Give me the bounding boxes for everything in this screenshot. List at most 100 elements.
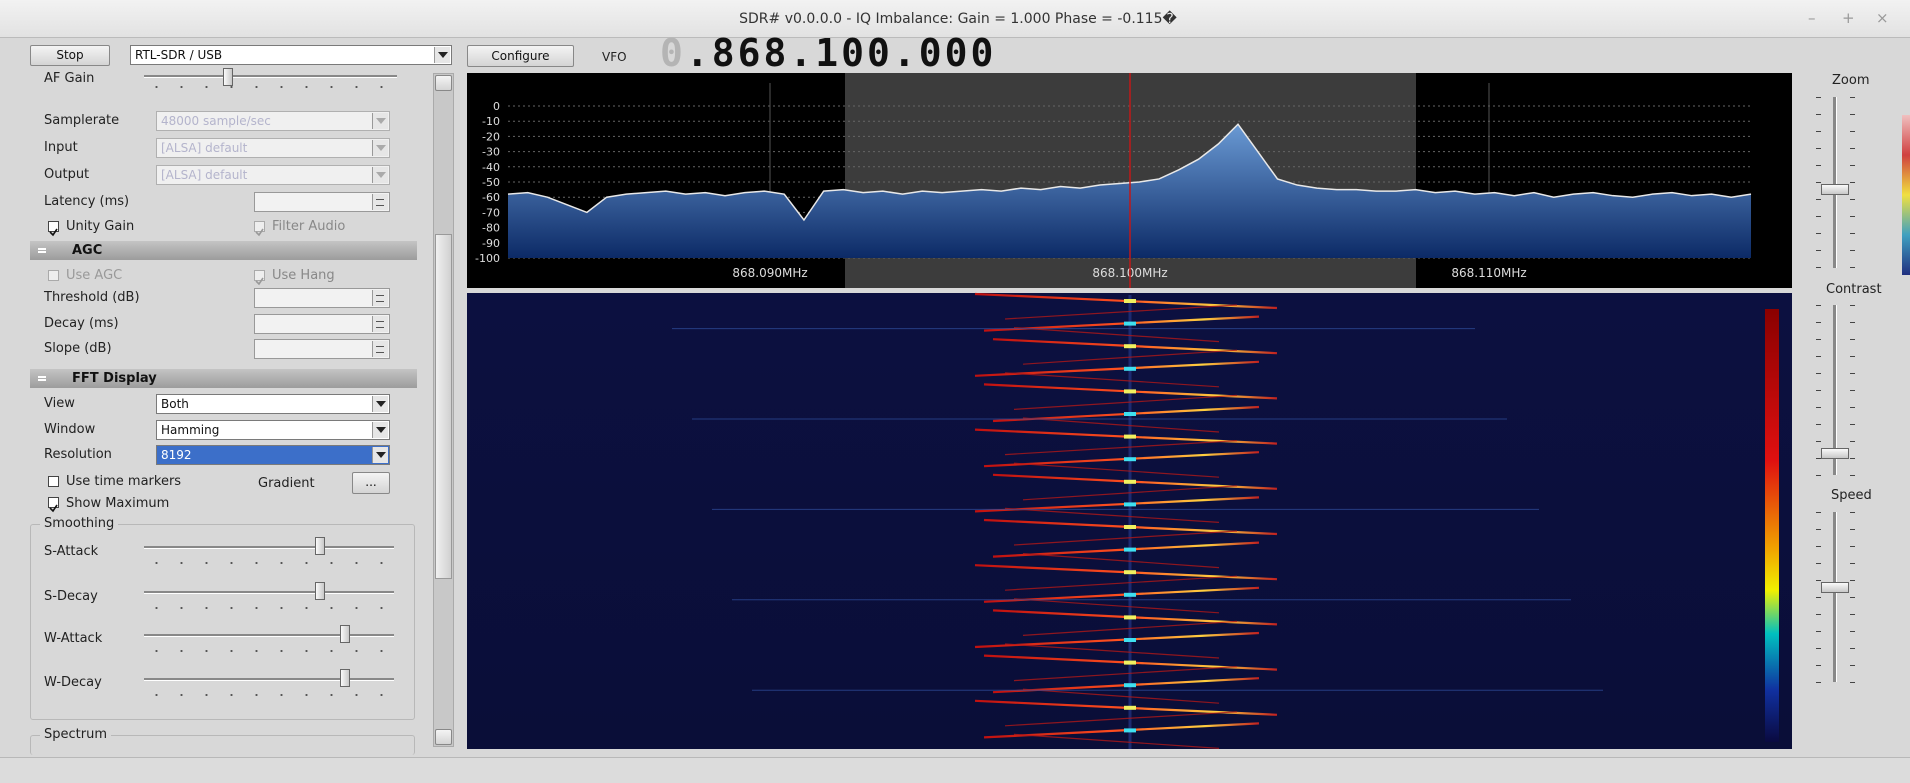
carrier-blip (1124, 344, 1136, 349)
track-tick (1850, 665, 1855, 666)
output-combo[interactable]: [ALSA] default (156, 165, 390, 185)
input-combo[interactable]: [ALSA] default (156, 138, 390, 158)
track-tick (1850, 131, 1855, 132)
slider-ticks (144, 607, 394, 609)
waterfall-signal (1013, 666, 1238, 682)
vertical-track[interactable] (1833, 305, 1837, 475)
stop-button[interactable]: Stop (30, 45, 110, 66)
af-gain-thumb[interactable] (223, 68, 233, 86)
threshold-label: Threshold (dB) (44, 290, 140, 305)
y-tick-label: -60 (482, 191, 500, 204)
track-tick (1850, 148, 1855, 149)
scroll-thumb[interactable] (435, 234, 452, 579)
waterfall-signal (1004, 440, 1238, 456)
track-tick (1816, 648, 1821, 649)
track-tick (1816, 216, 1821, 217)
check-mark (255, 277, 264, 286)
close-button[interactable]: × (1876, 9, 1889, 27)
samplerate-value: 48000 sample/sec (161, 114, 271, 128)
view-combo[interactable]: Both (156, 394, 390, 414)
resolution-label: Resolution (44, 447, 112, 462)
track-tick (1850, 648, 1855, 649)
track-tick (1816, 182, 1821, 183)
y-tick-label: -30 (482, 146, 500, 159)
filter-audio-label: Filter Audio (272, 219, 346, 234)
s-attack-label: S-Attack (44, 544, 99, 559)
scroll-down[interactable] (435, 729, 452, 745)
input-label: Input (44, 140, 78, 155)
scrollbar[interactable] (433, 73, 454, 747)
vertical-thumb[interactable] (1821, 184, 1849, 195)
carrier-blip (1124, 705, 1136, 710)
spectrum-group-label: Spectrum (40, 727, 111, 743)
slider-ticks (144, 86, 397, 88)
spectrum-waterfall[interactable]: 0 -10 -20 -30 -40 -50 -60 -70 -80 -90 -100 868.090M… (467, 73, 1792, 749)
window-combo[interactable]: Hamming (156, 420, 390, 440)
frequency-display[interactable]: 0.868.100.000 (660, 34, 996, 72)
s-decay-thumb[interactable] (315, 582, 325, 600)
threshold-spin[interactable] (254, 288, 390, 308)
output-label: Output (44, 167, 90, 182)
use-agc-label: Use AGC (66, 268, 123, 283)
track-tick (1816, 512, 1821, 513)
s-decay-track[interactable] (144, 591, 394, 594)
s-decay-label: S-Decay (44, 589, 98, 604)
fft-header[interactable]: FFT Display (30, 369, 417, 388)
latency-spin[interactable] (254, 192, 390, 212)
track-tick (1850, 373, 1855, 374)
check-mark (49, 504, 58, 513)
minimize-button[interactable]: – (1808, 9, 1816, 27)
carrier-blip (1124, 592, 1136, 597)
track-tick (1850, 424, 1855, 425)
carrier-blip (1124, 615, 1136, 620)
spin-arrows (372, 194, 388, 210)
time-markers-checkbox[interactable] (48, 476, 59, 487)
track-tick (1816, 665, 1821, 666)
carrier-blip (1124, 660, 1136, 665)
gradient-button[interactable]: ... (352, 472, 390, 494)
track-tick (1816, 305, 1821, 306)
vfo-label: VFO (602, 50, 627, 64)
window-title: SDR# v0.0.0.0 - IQ Imbalance: Gain = 1.0… (739, 11, 1177, 27)
s-attack-track[interactable] (144, 546, 394, 549)
show-maximum-checkbox[interactable] (48, 497, 59, 513)
view-label: View (44, 396, 75, 411)
slope-label: Slope (dB) (44, 341, 112, 356)
y-tick-label: -100 (475, 252, 500, 265)
configure-button[interactable]: Configure (467, 45, 574, 67)
decay-spin[interactable] (254, 314, 390, 334)
track-tick (1850, 580, 1855, 581)
agc-header[interactable]: AGC (30, 241, 417, 260)
w-attack-thumb[interactable] (340, 625, 350, 643)
maximize-button[interactable]: + (1842, 9, 1855, 27)
scroll-up[interactable] (435, 75, 452, 91)
track-tick (1850, 182, 1855, 183)
waterfall-signal (1022, 485, 1238, 501)
w-decay-thumb[interactable] (340, 669, 350, 687)
s-attack-thumb[interactable] (315, 537, 325, 555)
track-tick (1850, 407, 1855, 408)
vertical-track[interactable] (1833, 97, 1837, 268)
filter-audio-checkbox[interactable] (254, 221, 265, 237)
track-tick (1850, 305, 1855, 306)
use-hang-checkbox[interactable] (254, 270, 265, 286)
y-tick-label: -10 (482, 115, 500, 128)
samplerate-combo[interactable]: 48000 sample/sec (156, 111, 390, 131)
use-agc-checkbox[interactable] (48, 270, 59, 281)
show-maximum-label: Show Maximum (66, 496, 170, 511)
track-tick (1850, 250, 1855, 251)
w-decay-track[interactable] (144, 678, 394, 681)
vertical-thumb[interactable] (1821, 448, 1849, 459)
vertical-track[interactable] (1833, 512, 1837, 682)
vertical-thumb[interactable] (1821, 582, 1849, 593)
unity-gain-checkbox[interactable] (48, 221, 59, 237)
device-combo[interactable]: RTL-SDR / USB (130, 45, 452, 65)
check-mark (255, 228, 264, 237)
carrier-blip (1124, 525, 1136, 529)
use-hang-label: Use Hang (272, 268, 335, 283)
w-attack-track[interactable] (144, 634, 394, 637)
slope-spin[interactable] (254, 339, 390, 359)
af-gain-track[interactable] (144, 75, 397, 78)
carrier-blip (1124, 638, 1136, 642)
resolution-combo[interactable]: 8192 (156, 445, 390, 465)
